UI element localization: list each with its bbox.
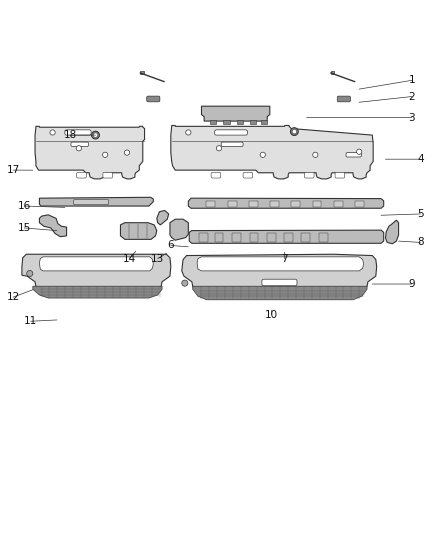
Bar [267, 233, 276, 242]
Polygon shape [188, 198, 384, 208]
Bar [291, 201, 300, 207]
Circle shape [93, 133, 98, 138]
Bar [210, 120, 216, 124]
Text: 5: 5 [417, 209, 424, 219]
Text: 2: 2 [408, 92, 415, 102]
Bar [206, 201, 215, 207]
Polygon shape [197, 257, 364, 271]
FancyBboxPatch shape [346, 152, 361, 157]
Text: 15: 15 [18, 223, 31, 233]
Bar [284, 233, 293, 242]
FancyBboxPatch shape [211, 172, 221, 178]
Text: 7: 7 [281, 254, 288, 264]
Text: 10: 10 [265, 310, 278, 320]
Text: 16: 16 [18, 201, 31, 211]
Polygon shape [35, 126, 145, 179]
Circle shape [102, 152, 108, 157]
Bar [140, 71, 144, 74]
Bar [334, 201, 343, 207]
Bar [319, 233, 328, 242]
FancyBboxPatch shape [304, 172, 314, 178]
Text: 18: 18 [64, 130, 77, 140]
Polygon shape [39, 197, 153, 206]
Circle shape [313, 152, 318, 157]
Circle shape [292, 130, 297, 134]
Bar [215, 233, 223, 242]
Circle shape [357, 149, 362, 155]
FancyBboxPatch shape [262, 279, 297, 286]
Bar [249, 201, 258, 207]
Bar [228, 201, 237, 207]
FancyBboxPatch shape [71, 142, 88, 147]
Text: 17: 17 [7, 165, 20, 175]
FancyBboxPatch shape [243, 172, 253, 178]
Text: 12: 12 [7, 292, 20, 302]
FancyBboxPatch shape [221, 142, 243, 147]
Text: 11: 11 [24, 316, 37, 326]
Bar [223, 120, 230, 124]
Circle shape [216, 146, 222, 151]
Polygon shape [189, 230, 384, 243]
Circle shape [27, 270, 33, 277]
Bar [301, 233, 310, 242]
Text: 13: 13 [151, 254, 164, 264]
Polygon shape [201, 106, 270, 121]
Polygon shape [39, 215, 67, 237]
Circle shape [260, 152, 265, 157]
Bar [270, 201, 279, 207]
Text: 14: 14 [123, 254, 136, 264]
Polygon shape [120, 223, 157, 239]
Text: 1: 1 [408, 75, 415, 85]
Bar [313, 201, 321, 207]
Polygon shape [33, 286, 162, 298]
Circle shape [124, 150, 130, 155]
Bar [232, 233, 241, 242]
Bar [355, 201, 364, 207]
Bar [261, 120, 267, 124]
FancyBboxPatch shape [103, 172, 113, 178]
Polygon shape [170, 219, 188, 240]
Circle shape [92, 131, 99, 139]
FancyBboxPatch shape [65, 130, 91, 135]
Polygon shape [385, 220, 399, 244]
Polygon shape [22, 254, 171, 289]
FancyBboxPatch shape [77, 172, 86, 178]
Circle shape [290, 128, 298, 135]
Circle shape [182, 280, 188, 286]
FancyBboxPatch shape [215, 130, 247, 135]
Polygon shape [39, 257, 153, 271]
Circle shape [50, 130, 55, 135]
FancyBboxPatch shape [147, 96, 160, 102]
Text: 9: 9 [408, 279, 415, 289]
Circle shape [76, 146, 81, 151]
FancyBboxPatch shape [74, 199, 109, 205]
Text: 6: 6 [167, 240, 174, 251]
Polygon shape [157, 211, 169, 225]
Bar [199, 233, 208, 242]
Bar [250, 233, 258, 242]
FancyBboxPatch shape [337, 96, 350, 102]
Polygon shape [171, 125, 373, 179]
Bar [250, 120, 256, 124]
Text: 4: 4 [417, 154, 424, 164]
Bar [331, 71, 334, 74]
Polygon shape [182, 254, 377, 289]
Polygon shape [193, 286, 367, 300]
Circle shape [186, 130, 191, 135]
FancyBboxPatch shape [335, 172, 345, 178]
Text: 3: 3 [408, 112, 415, 123]
Text: 8: 8 [417, 237, 424, 247]
Bar [237, 120, 243, 124]
